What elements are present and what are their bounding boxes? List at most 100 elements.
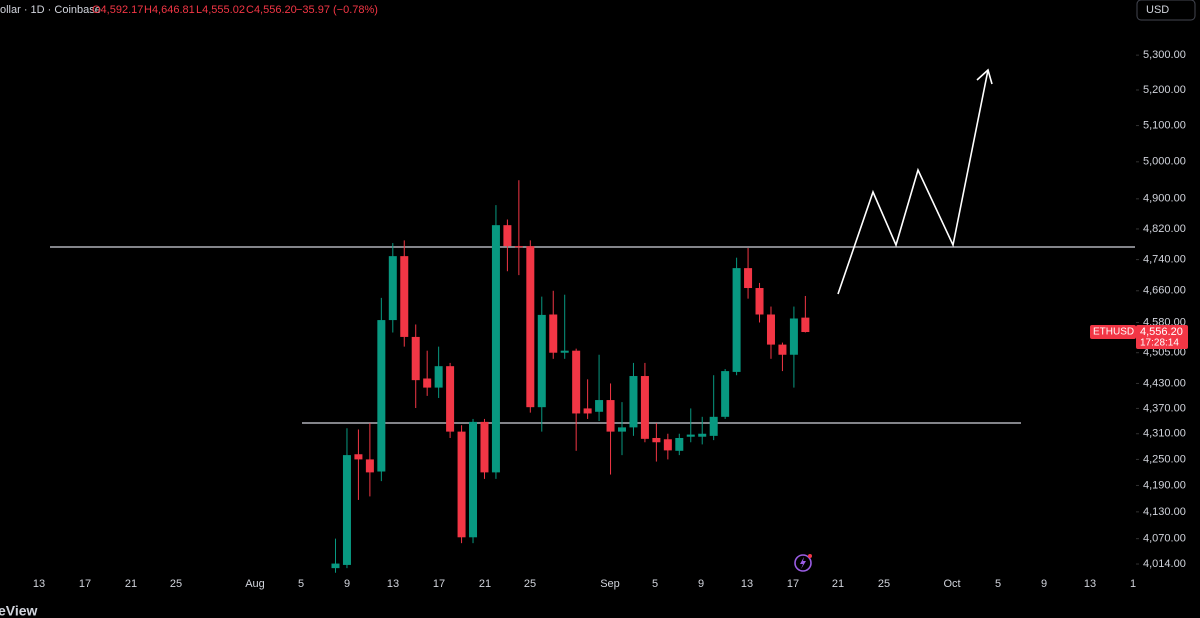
x-tick-label: 13 bbox=[741, 578, 753, 590]
y-tick-label: 5,000.00 bbox=[1143, 156, 1186, 168]
x-tick-label: 1 bbox=[1130, 578, 1136, 590]
x-tick-label: 13 bbox=[387, 578, 399, 590]
currency-label[interactable]: USD bbox=[1146, 4, 1169, 16]
x-tick-label: 9 bbox=[344, 578, 350, 590]
candle-body bbox=[721, 371, 730, 417]
x-tick-label: 21 bbox=[479, 578, 491, 590]
y-tick-label: 5,300.00 bbox=[1143, 49, 1186, 61]
y-tick-label: 4,070.00 bbox=[1143, 533, 1186, 545]
candle-body bbox=[400, 256, 409, 337]
y-tick-label: 4,660.00 bbox=[1143, 285, 1186, 297]
candle-body bbox=[583, 408, 592, 414]
price-tag-name: ETHUSD bbox=[1093, 327, 1134, 338]
candle-body bbox=[606, 400, 615, 432]
candle-body bbox=[698, 433, 707, 437]
x-tick-label: Oct bbox=[943, 578, 960, 590]
x-tick-label: 17 bbox=[787, 578, 799, 590]
candle-body bbox=[342, 455, 351, 565]
candle-body bbox=[686, 434, 695, 437]
x-tick-label: 25 bbox=[524, 578, 536, 590]
candle-body bbox=[480, 421, 489, 473]
x-tick-label: 25 bbox=[878, 578, 890, 590]
candle-body bbox=[744, 268, 753, 289]
logo-icon bbox=[794, 554, 812, 572]
arrow-head bbox=[976, 68, 993, 85]
projection-arrow bbox=[837, 69, 989, 295]
price-tag-box bbox=[1136, 325, 1188, 350]
y-tick-label: 4,740.00 bbox=[1143, 254, 1186, 266]
price-tag-value: 4,556.20 bbox=[1140, 326, 1183, 338]
candle-body bbox=[457, 431, 466, 538]
candle-body bbox=[640, 376, 649, 439]
candle-body bbox=[618, 427, 626, 432]
header-open: O4,592.17 bbox=[92, 4, 143, 16]
x-tick-label: 5 bbox=[298, 578, 304, 590]
candle-body bbox=[377, 320, 386, 472]
candle-body bbox=[766, 314, 775, 345]
candle-body bbox=[595, 400, 604, 412]
candle-body bbox=[331, 563, 340, 569]
candle-body bbox=[572, 350, 581, 414]
candle-body bbox=[434, 366, 443, 388]
candle-body bbox=[423, 378, 432, 388]
x-tick-label: 5 bbox=[652, 578, 658, 590]
price-tag-timer: 17:28:14 bbox=[1140, 338, 1179, 349]
candle-body bbox=[709, 416, 718, 436]
y-tick-label: 4,310.00 bbox=[1143, 428, 1186, 440]
header-change: −35.97 (−0.78%) bbox=[296, 4, 378, 16]
candle-body bbox=[537, 314, 546, 408]
candle-body bbox=[778, 344, 787, 355]
y-tick-label: 4,820.00 bbox=[1143, 223, 1186, 235]
candle-body bbox=[388, 256, 397, 321]
currency-button[interactable] bbox=[1136, 0, 1196, 21]
price-tag-name-box bbox=[1090, 325, 1136, 340]
y-tick-label: 4,130.00 bbox=[1143, 506, 1186, 518]
x-tick-label: 25 bbox=[170, 578, 182, 590]
candle-body bbox=[755, 288, 764, 315]
header-symbol: ollar · 1D · Coinbase bbox=[0, 4, 101, 16]
candle-body bbox=[801, 317, 810, 333]
candle-body bbox=[732, 268, 741, 372]
y-tick-label: 4,900.00 bbox=[1143, 193, 1186, 205]
candle-body bbox=[491, 225, 500, 473]
y-tick-label: 5,100.00 bbox=[1143, 119, 1186, 131]
x-tick-label: 9 bbox=[698, 578, 704, 590]
header-close: C4,556.20 bbox=[246, 4, 297, 16]
x-tick-label: 21 bbox=[125, 578, 137, 590]
header-low: L4,555.02 bbox=[196, 4, 245, 16]
candle-body bbox=[469, 421, 478, 538]
candle-body bbox=[560, 350, 569, 353]
x-tick-label: 17 bbox=[433, 578, 445, 590]
candle-body bbox=[789, 318, 798, 355]
x-tick-label: 9 bbox=[1041, 578, 1047, 590]
candle-body bbox=[514, 246, 523, 248]
y-tick-label: 4,430.00 bbox=[1143, 377, 1186, 389]
candle-body bbox=[365, 459, 374, 473]
watermark: eView bbox=[0, 603, 38, 618]
candle-body bbox=[663, 439, 672, 451]
y-tick-label: 4,505.00 bbox=[1143, 347, 1186, 359]
candle-body bbox=[526, 246, 535, 408]
x-tick-label: 17 bbox=[79, 578, 91, 590]
candle-body bbox=[675, 437, 684, 451]
x-tick-label: Aug bbox=[245, 578, 265, 590]
candle-body bbox=[652, 437, 661, 443]
y-tick-label: 4,370.00 bbox=[1143, 402, 1186, 414]
x-tick-label: Sep bbox=[600, 578, 620, 590]
x-tick-label: 13 bbox=[33, 578, 45, 590]
x-tick-label: 13 bbox=[1084, 578, 1096, 590]
y-tick-label: 5,200.00 bbox=[1143, 84, 1186, 96]
x-tick-label: 5 bbox=[995, 578, 1001, 590]
y-tick-label: 4,250.00 bbox=[1143, 453, 1186, 465]
candle-body bbox=[629, 376, 638, 428]
candle-body bbox=[503, 225, 512, 247]
candle-body bbox=[354, 454, 363, 460]
y-tick-label: 4,190.00 bbox=[1143, 479, 1186, 491]
candle-body bbox=[446, 366, 455, 432]
candle-body bbox=[549, 314, 558, 353]
header-high: H4,646.81 bbox=[144, 4, 195, 16]
y-tick-label: 4,014.00 bbox=[1143, 558, 1186, 570]
candle-body bbox=[411, 336, 420, 381]
